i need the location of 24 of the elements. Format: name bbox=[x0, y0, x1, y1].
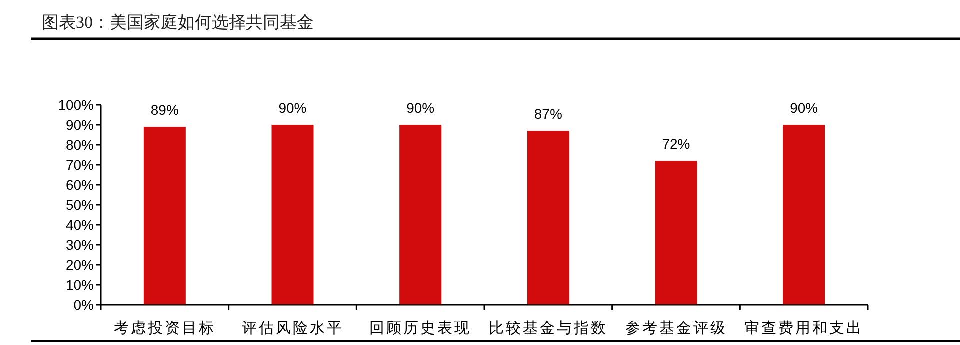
data-label: 90% bbox=[406, 100, 435, 116]
y-tick-label: 30% bbox=[66, 237, 94, 253]
x-tick-label: 回顾历史表现 bbox=[370, 320, 472, 337]
y-tick-label: 20% bbox=[66, 257, 94, 273]
data-label: 72% bbox=[662, 136, 690, 152]
y-tick-label: 100% bbox=[58, 97, 94, 113]
y-tick-label: 70% bbox=[66, 157, 94, 173]
y-tick-label: 60% bbox=[66, 177, 94, 193]
y-tick-label: 0% bbox=[74, 297, 94, 313]
data-label: 87% bbox=[534, 106, 562, 122]
data-label: 89% bbox=[150, 102, 179, 118]
x-tick-label: 比较基金与指数 bbox=[488, 320, 608, 337]
y-tick-label: 10% bbox=[66, 277, 94, 293]
data-label: 90% bbox=[790, 100, 818, 116]
y-tick-label: 50% bbox=[66, 197, 94, 213]
x-tick-label: 评估风险水平 bbox=[242, 320, 344, 337]
y-tick-label: 80% bbox=[66, 137, 94, 153]
x-tick-label: 参考基金评级 bbox=[625, 320, 728, 337]
title: 图表30：美国家庭如何选择共同基金 bbox=[42, 13, 314, 32]
y-tick-label: 90% bbox=[66, 117, 94, 133]
x-tick-label: 审查费用和支出 bbox=[744, 320, 864, 337]
data-label: 90% bbox=[278, 100, 307, 116]
y-tick-label: 40% bbox=[66, 217, 94, 233]
x-tick-label: 考虑投资目标 bbox=[114, 320, 216, 337]
